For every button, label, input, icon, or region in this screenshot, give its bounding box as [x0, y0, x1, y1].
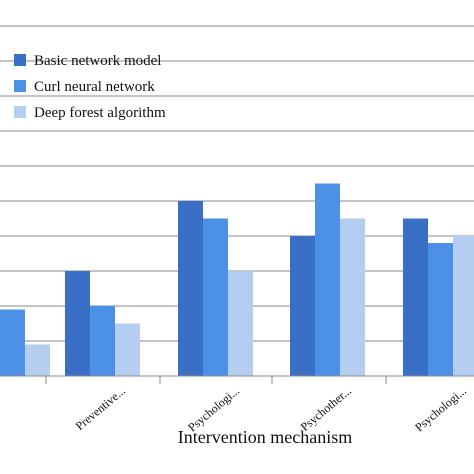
legend-label: Deep forest algorithm: [34, 105, 166, 121]
legend-swatch: [14, 80, 26, 92]
bar: [340, 218, 365, 376]
bar: [0, 309, 25, 376]
legend-label: Curl neural network: [34, 79, 155, 95]
bar: [228, 271, 253, 376]
bar: [315, 183, 340, 376]
bar: [90, 306, 115, 376]
x-axis: [0, 375, 474, 384]
bar: [403, 218, 428, 376]
bar: [25, 344, 50, 376]
bar: [203, 218, 228, 376]
legend: Basic network model Curl neural network De…: [14, 53, 166, 121]
bar: [453, 236, 474, 376]
bar: [178, 201, 203, 376]
bar: [290, 236, 315, 376]
legend-swatch: [14, 106, 26, 118]
legend-swatch: [14, 54, 26, 66]
x-axis-title: Intervention mechanism: [178, 427, 352, 447]
x-tick-label: Psychologi...: [412, 384, 469, 435]
x-tick-label: Preventive...: [73, 384, 128, 434]
bar: [65, 271, 90, 376]
bar: [115, 323, 140, 376]
bars: [0, 183, 474, 376]
bar: [428, 243, 453, 376]
legend-label: Basic network model: [34, 53, 161, 69]
